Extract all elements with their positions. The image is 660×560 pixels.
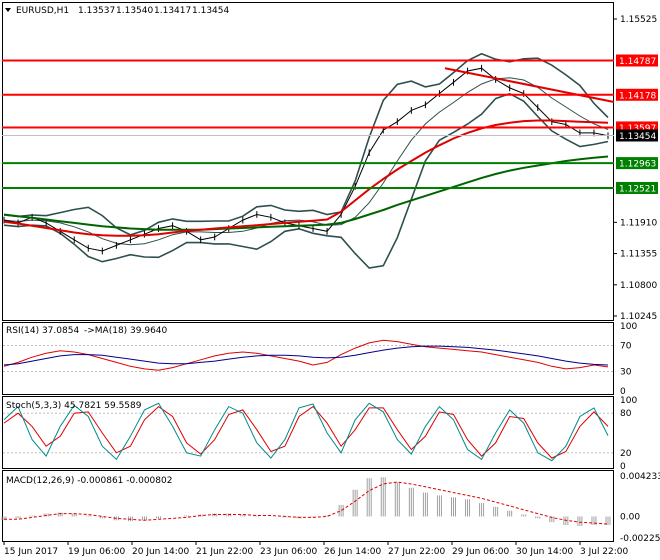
dropdown-triangle-icon[interactable] (5, 8, 11, 12)
rsi-panel-frame (2, 322, 614, 395)
level-price-tag (616, 157, 658, 170)
macd-y-tick-label: 0.004233 (620, 472, 660, 482)
x-tick-label: 21 Jun 22:00 (196, 547, 253, 557)
stoch-y-tick-label: 0 (620, 462, 626, 472)
stoch-panel-frame (2, 396, 614, 469)
stoch-main-line (3, 402, 609, 462)
rsi-y-tick-label: 100 (620, 322, 637, 332)
rsi-ma-title: ->MA(18) 39.9640 (84, 326, 168, 336)
x-tick-label: 23 Jun 06:00 (260, 547, 317, 557)
macd-y-tick-label: 0.00 (620, 512, 640, 522)
macd-title: MACD(12,26,9) -0.000861 -0.000802 (6, 476, 172, 486)
level-price-tag (616, 181, 658, 194)
stoch-signal-line (3, 405, 609, 459)
x-tick-label: 20 Jun 14:00 (132, 547, 189, 557)
trend-line (444, 67, 615, 103)
rsi-ma-line (3, 345, 609, 366)
x-tick-label: 26 Jun 14:00 (324, 547, 381, 557)
rsi-y-tick-label: 30 (620, 368, 632, 378)
macd-signal-line (4, 481, 609, 525)
price-panel: 1.14787 1.14178 1.13597 1.12963 1.12521 1.134… (2, 15, 658, 322)
stoch-y-tick-label: 100 (620, 396, 637, 406)
level-price-label: 1.12521 (619, 184, 656, 194)
rsi-y-tick-label: 70 (620, 342, 632, 352)
low-readout: 1.13417 (154, 6, 191, 16)
price-series-line (3, 67, 609, 252)
high-readout: 1.13540 (116, 6, 153, 16)
x-tick-label: 3 Jul 22:00 (580, 547, 629, 557)
stoch-y-tick-label: 80 (620, 409, 632, 419)
time-axis: 15 Jun 2017 19 Jun 06:00 20 Jun 14:00 21 Ju… (3, 541, 629, 557)
y-tick-label: 1.11910 (620, 218, 657, 228)
y-tick-label: 1.15525 (620, 15, 657, 25)
level-price-label: 1.12963 (619, 160, 656, 170)
level-price-label: 1.13597 (619, 124, 656, 134)
rsi-line (3, 339, 609, 371)
rsi-title: RSI(14) 37.0854 (6, 326, 79, 336)
x-tick-label: 27 Jun 22:00 (388, 547, 445, 557)
x-tick-label: 29 Jun 06:00 (452, 547, 509, 557)
price-panel-frame (2, 2, 614, 321)
open-readout: 1.13537 (78, 6, 115, 16)
x-tick-label: 15 Jun 2017 (4, 547, 58, 557)
moving-average-red (3, 119, 609, 237)
x-tick-label: 30 Jun 14:00 (516, 547, 573, 557)
current-price-label: 1.13454 (619, 132, 656, 142)
macd-panel: 0.004233 0.00 -0.002256 (1, 472, 660, 544)
level-price-tag (616, 88, 658, 101)
macd-y-tick-label: -0.002256 (620, 534, 660, 544)
level-price-tag (616, 54, 658, 67)
y-tick-label: 1.11355 (620, 250, 657, 260)
level-price-label: 1.14178 (619, 91, 656, 101)
symbol-label: EURUSD,H1 (16, 6, 69, 16)
current-price-tag (616, 129, 658, 142)
stoch-y-tick-label: 20 (620, 449, 632, 459)
stoch-panel: 100 80 20 0 (3, 396, 637, 472)
x-tick-label: 19 Jun 06:00 (68, 547, 125, 557)
level-price-label: 1.14787 (619, 57, 656, 67)
close-readout: 1.13454 (192, 6, 229, 16)
moving-average-green (3, 155, 609, 231)
y-tick-label: 1.10245 (620, 312, 657, 322)
rsi-y-tick-label: 0 (620, 387, 626, 397)
stoch-title: Stoch(5,3,3) 45.7821 59.5589 (6, 401, 142, 411)
y-tick-label: 1.10800 (620, 281, 657, 291)
rsi-panel: 100 70 30 0 (3, 322, 637, 397)
